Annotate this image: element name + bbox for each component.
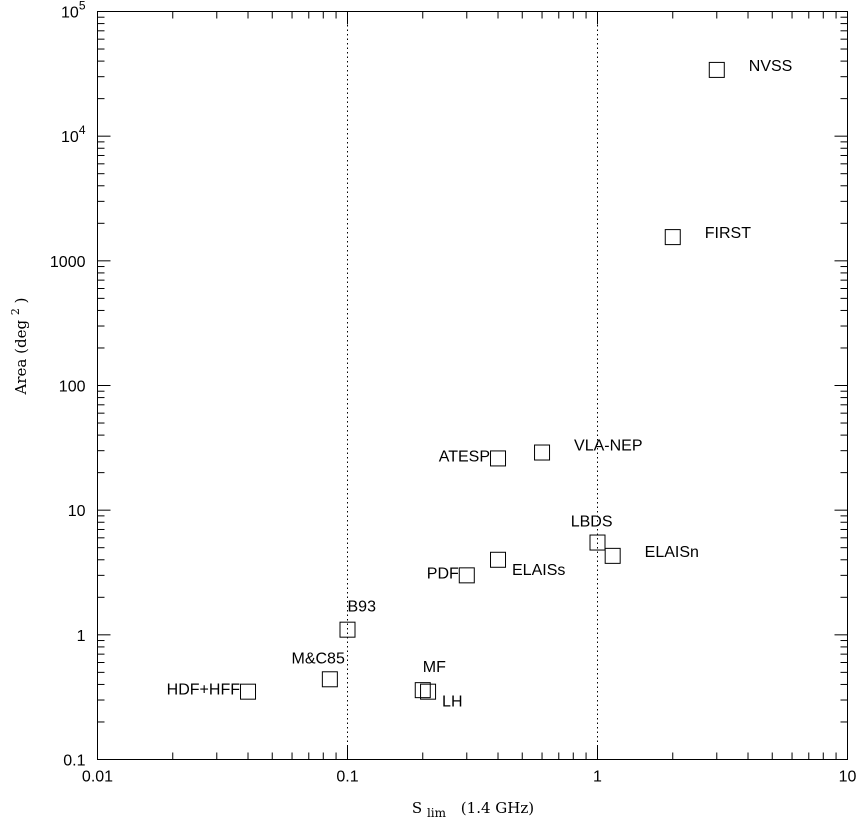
x-tick-label: 1 [593, 769, 602, 786]
point-label: ATESP [439, 448, 490, 465]
point-label: VLA-NEP [574, 438, 642, 455]
point-label: ELAISn [645, 544, 699, 561]
y-tick-label-exponent: 4 [79, 123, 86, 137]
x-tick-label: 10 [839, 769, 857, 786]
point-marker [604, 547, 621, 564]
point-label: NVSS [749, 58, 793, 75]
point-marker [534, 444, 551, 461]
y-tick-label: 100 [59, 379, 86, 396]
y-axis-title-main: Area (deg [12, 320, 30, 396]
point-marker [458, 567, 475, 584]
point-label: B93 [348, 599, 377, 616]
point-label: FIRST [705, 225, 751, 242]
point-label: PDF [427, 565, 459, 582]
y-axis-title-sup: 2 [9, 308, 22, 315]
point-marker [490, 450, 507, 467]
point-marker [414, 682, 431, 699]
point-label: LH [442, 694, 462, 711]
x-axis-title-tail: (1.4 GHz) [461, 799, 534, 817]
y-axis-title-tail: ) [12, 298, 30, 304]
y-tick-label: 1 [77, 628, 86, 645]
y-tick-label: 105 [61, 0, 86, 22]
plot-frame [97, 11, 848, 760]
point-marker [708, 61, 725, 78]
axis-ticks [97, 11, 848, 760]
y-tick-label-exponent: 5 [79, 0, 86, 13]
point-label: ELAISs [512, 562, 565, 579]
x-tick-label: 0.1 [336, 769, 358, 786]
point-label: M&C85 [291, 650, 344, 667]
point-label: HDF+HFF [167, 682, 241, 699]
y-tick-label: 1000 [50, 254, 86, 271]
point-marker [589, 534, 606, 551]
point-marker [490, 551, 507, 568]
y-tick-label-base: 10 [61, 5, 79, 22]
y-tick-label: 10 [68, 503, 86, 520]
y-axis-title: Area (deg 2 ) [5, 298, 30, 396]
y-tick-label-base: 10 [61, 129, 79, 146]
reference-lines [347, 11, 598, 760]
x-axis-title-main: S [412, 799, 422, 817]
point-marker [240, 683, 257, 700]
x-tick-label: 0.01 [82, 769, 113, 786]
y-tick-label: 104 [61, 123, 86, 146]
point-marker [664, 229, 681, 246]
x-axis-title-sub: lim [427, 806, 447, 820]
point-marker [420, 683, 437, 700]
data-points: NVSS FIRST VLA-NEP ATESP LBDS ELAISn ELAISs PDF… [167, 58, 793, 711]
point-marker [339, 621, 356, 638]
x-axis-title: S lim (1.4 GHz) [412, 799, 534, 821]
y-tick-label: 0.1 [63, 753, 85, 770]
point-label: MF [423, 659, 446, 676]
point-marker [321, 671, 338, 688]
point-label: LBDS [571, 514, 613, 531]
